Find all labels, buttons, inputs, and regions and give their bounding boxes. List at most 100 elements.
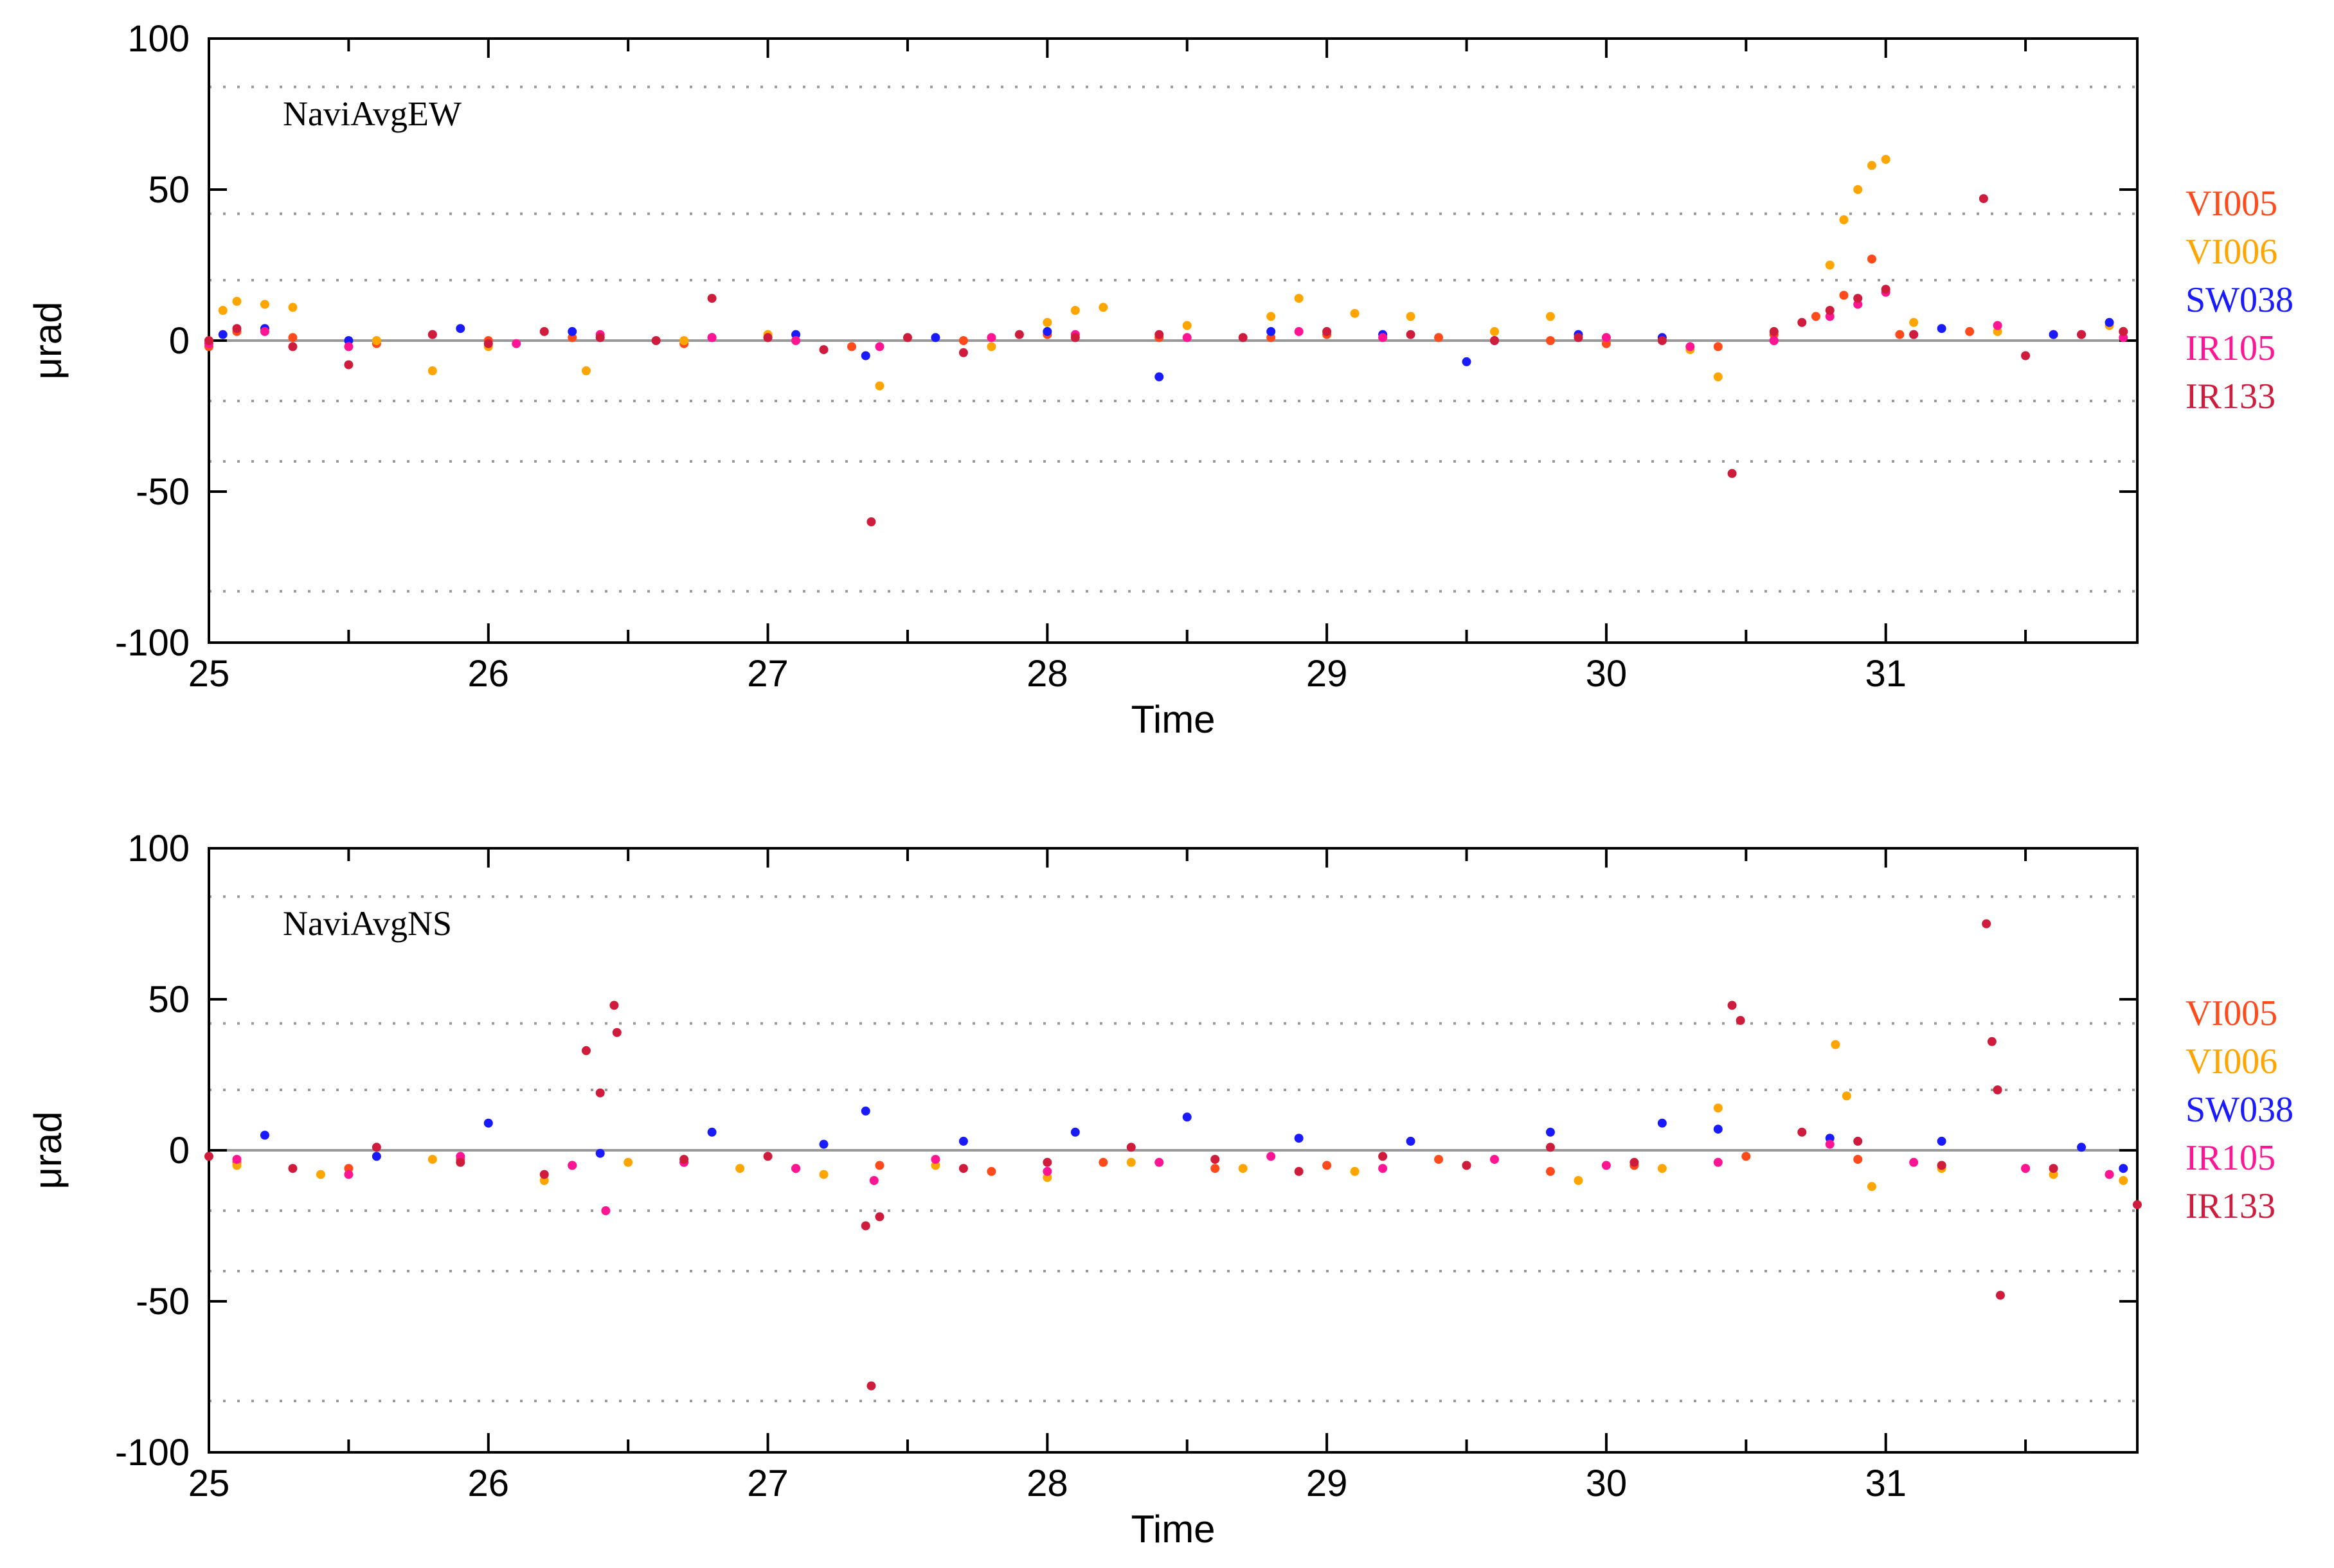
data-point-ir133 bbox=[427, 330, 437, 339]
legend-entry-vi005: VI005 bbox=[2186, 993, 2277, 1033]
x-tick-label: 25 bbox=[188, 1463, 230, 1504]
data-point-sw038 bbox=[1937, 1136, 1946, 1146]
data-point-vi005 bbox=[1867, 254, 1876, 264]
data-point-sw038 bbox=[1043, 326, 1052, 336]
x-tick-label: 29 bbox=[1306, 653, 1348, 695]
data-point-sw038 bbox=[958, 1136, 968, 1146]
y-tick-label: 0 bbox=[169, 1130, 190, 1172]
data-point-ir133 bbox=[612, 1028, 622, 1037]
data-point-sw038 bbox=[372, 1152, 381, 1161]
data-point-vi006 bbox=[1350, 308, 1360, 318]
data-point-ir133 bbox=[819, 345, 829, 355]
data-point-vi005 bbox=[1210, 1164, 1220, 1173]
data-point-ir133 bbox=[866, 1381, 876, 1391]
data-point-vi006 bbox=[735, 1164, 745, 1173]
data-point-ir133 bbox=[1378, 1152, 1388, 1161]
data-point-ir133 bbox=[958, 348, 968, 357]
data-point-ir105 bbox=[1182, 333, 1192, 343]
data-point-vi005 bbox=[1434, 1155, 1444, 1164]
data-point-ir133 bbox=[902, 333, 912, 343]
data-point-vi006 bbox=[1126, 1157, 1136, 1167]
data-point-ir133 bbox=[679, 1155, 689, 1164]
data-point-ir105 bbox=[875, 342, 884, 352]
data-point-ir133 bbox=[609, 1001, 619, 1010]
data-point-ir105 bbox=[1993, 321, 2002, 330]
data-point-vi005 bbox=[288, 333, 298, 343]
y-axis-label: μrad bbox=[26, 301, 69, 379]
data-point-ir105 bbox=[1769, 336, 1779, 345]
data-point-sw038 bbox=[1713, 1125, 1723, 1134]
x-tick-label: 26 bbox=[468, 653, 510, 695]
data-point-vi005 bbox=[847, 342, 856, 352]
data-point-vi006 bbox=[1545, 312, 1555, 321]
data-point-ir133 bbox=[1979, 194, 1988, 204]
data-point-sw038 bbox=[1182, 1112, 1192, 1122]
x-tick-label: 27 bbox=[747, 1463, 789, 1504]
data-point-vi006 bbox=[581, 366, 591, 375]
data-point-vi006 bbox=[1839, 215, 1849, 224]
data-point-ir133 bbox=[1987, 1037, 1997, 1046]
data-point-ir133 bbox=[2119, 326, 2128, 336]
data-point-vi006 bbox=[427, 1155, 437, 1164]
data-point-vi006 bbox=[624, 1157, 633, 1167]
data-point-ir133 bbox=[1210, 1155, 1220, 1164]
data-point-ir133 bbox=[2049, 1164, 2058, 1173]
x-tick-label: 28 bbox=[1027, 1463, 1068, 1504]
data-point-ir133 bbox=[958, 1164, 968, 1173]
data-point-vi006 bbox=[875, 381, 884, 391]
y-tick-label: 100 bbox=[127, 828, 190, 869]
data-point-sw038 bbox=[1070, 1127, 1080, 1137]
panel-navi-avg-ew: 25 26 27 28 29 30 31 100 50 0 -50 -100 Time μrad NaviA… bbox=[26, 18, 2294, 741]
data-point-ir105 bbox=[1154, 1157, 1164, 1167]
data-point-ir133 bbox=[1797, 317, 1807, 327]
data-point-ir133 bbox=[1982, 919, 1991, 929]
data-point-sw038 bbox=[861, 351, 870, 361]
x-tick-label: 30 bbox=[1586, 653, 1628, 695]
data-point-vi006 bbox=[1070, 306, 1080, 315]
data-point-ir105 bbox=[707, 333, 717, 343]
data-point-sw038 bbox=[260, 1130, 269, 1140]
data-point-vi005 bbox=[1545, 1166, 1555, 1176]
data-point-ir133 bbox=[1629, 1157, 1639, 1167]
data-point-vi006 bbox=[1350, 1166, 1360, 1176]
data-point-ir105 bbox=[1713, 1157, 1723, 1167]
data-point-ir133 bbox=[1995, 1290, 2005, 1300]
data-point-vi006 bbox=[1657, 1164, 1667, 1173]
data-point-ir133 bbox=[288, 342, 298, 352]
y-tick-label: 50 bbox=[148, 979, 190, 1020]
y-tick-label: 100 bbox=[127, 18, 190, 60]
data-point-ir133 bbox=[763, 333, 773, 343]
data-point-sw038 bbox=[1266, 326, 1276, 336]
data-point-ir133 bbox=[1014, 330, 1024, 339]
data-point-ir133 bbox=[1154, 330, 1164, 339]
data-point-ir133 bbox=[1545, 1143, 1555, 1152]
data-point-vi006 bbox=[1490, 326, 1499, 336]
data-point-ir133 bbox=[372, 1143, 381, 1152]
data-point-ir105 bbox=[791, 1164, 801, 1173]
data-point-ir133 bbox=[1462, 1161, 1471, 1170]
data-point-sw038 bbox=[1657, 1118, 1667, 1128]
data-point-ir105 bbox=[1601, 333, 1611, 343]
data-point-ir105 bbox=[791, 336, 801, 345]
data-point-vi006 bbox=[1238, 1164, 1248, 1173]
data-point-vi006 bbox=[1406, 312, 1415, 321]
data-point-ir133 bbox=[1853, 1136, 1863, 1146]
data-point-ir133 bbox=[1294, 1166, 1304, 1176]
data-point-ir133 bbox=[581, 1046, 591, 1055]
x-tick-label: 30 bbox=[1586, 1463, 1628, 1504]
data-point-ir133 bbox=[595, 333, 605, 343]
data-point-vi006 bbox=[1574, 1176, 1583, 1185]
legend-entry-ir105: IR105 bbox=[2186, 328, 2276, 368]
data-point-ir133 bbox=[1043, 1157, 1052, 1167]
data-point-vi005 bbox=[1741, 1152, 1751, 1161]
data-point-ir133 bbox=[1797, 1127, 1807, 1137]
x-tick-label: 31 bbox=[1865, 1463, 1907, 1504]
data-point-sw038 bbox=[707, 1127, 717, 1137]
data-point-vi005 bbox=[1545, 336, 1555, 345]
data-point-vi006 bbox=[1099, 303, 1108, 312]
data-point-ir105 bbox=[1909, 1157, 1919, 1167]
data-point-sw038 bbox=[1462, 357, 1471, 366]
data-point-ir105 bbox=[568, 1161, 577, 1170]
data-point-vi006 bbox=[232, 296, 242, 306]
data-point-sw038 bbox=[819, 1139, 829, 1149]
